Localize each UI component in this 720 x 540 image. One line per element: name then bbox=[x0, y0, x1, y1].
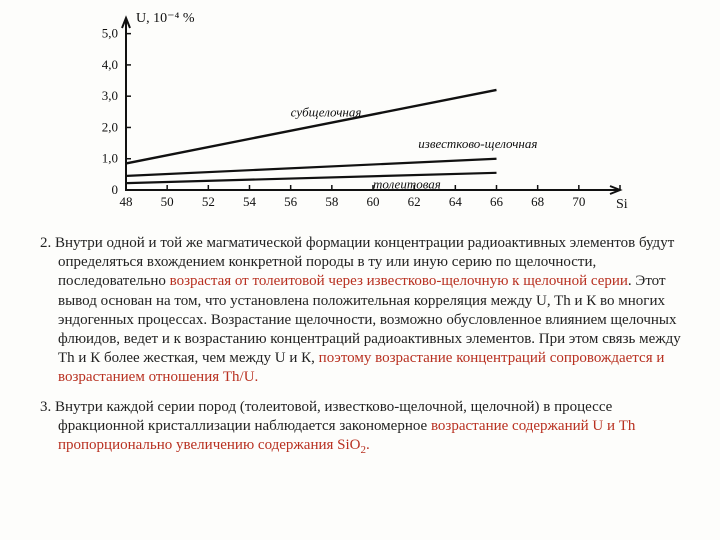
p3-emph-d: . bbox=[366, 437, 370, 453]
x-axis-title: SiO₂, % bbox=[616, 197, 628, 212]
series-label-толеитовая: толеитовая bbox=[373, 176, 441, 191]
x-tick-label: 48 bbox=[120, 194, 133, 209]
y-axis-title: U, 10⁻⁴ % bbox=[136, 11, 195, 26]
line-chart: 0 1,0 2,0 3,0 4,0 5,0 U, 10⁻⁴ % 48 50 52 54 56 58 60 6… bbox=[68, 8, 628, 218]
y-tick-label: 0 bbox=[112, 182, 119, 197]
x-tick-label: 70 bbox=[572, 194, 585, 209]
series-label-известково-щелочная: известково-щелочная bbox=[418, 136, 537, 151]
x-tick-label: 62 bbox=[408, 194, 421, 209]
chart-container: 0 1,0 2,0 3,0 4,0 5,0 U, 10⁻⁴ % 48 50 52 54 56 58 60 6… bbox=[68, 8, 628, 218]
series-line-субщелочная bbox=[126, 90, 497, 163]
x-tick-label: 68 bbox=[531, 194, 544, 209]
y-tick-label: 1,0 bbox=[102, 151, 118, 166]
x-tick-label: 52 bbox=[202, 194, 215, 209]
y-tick-label: 4,0 bbox=[102, 57, 118, 72]
body-text: 2. Внутри одной и той же магматической ф… bbox=[28, 234, 692, 457]
y-tick-label: 5,0 bbox=[102, 26, 118, 41]
x-tick-label: 64 bbox=[449, 194, 463, 209]
x-tick-label: 66 bbox=[490, 194, 504, 209]
x-tick-label: 50 bbox=[161, 194, 174, 209]
y-tick-label: 3,0 bbox=[102, 88, 118, 103]
x-tick-label: 60 bbox=[367, 194, 380, 209]
x-tick-label: 54 bbox=[243, 194, 257, 209]
series-label-субщелочная: субщелочная bbox=[291, 105, 362, 120]
paragraph-2: 2. Внутри одной и той же магматической ф… bbox=[28, 234, 692, 388]
y-tick-label: 2,0 bbox=[102, 119, 118, 134]
x-tick-label: 56 bbox=[284, 194, 298, 209]
paragraph-3: 3. Внутри каждой серии пород (толеитовой… bbox=[28, 398, 692, 457]
x-tick-label: 58 bbox=[325, 194, 338, 209]
p2-emph-b: возрастая от толеитовой через известково… bbox=[170, 273, 628, 289]
